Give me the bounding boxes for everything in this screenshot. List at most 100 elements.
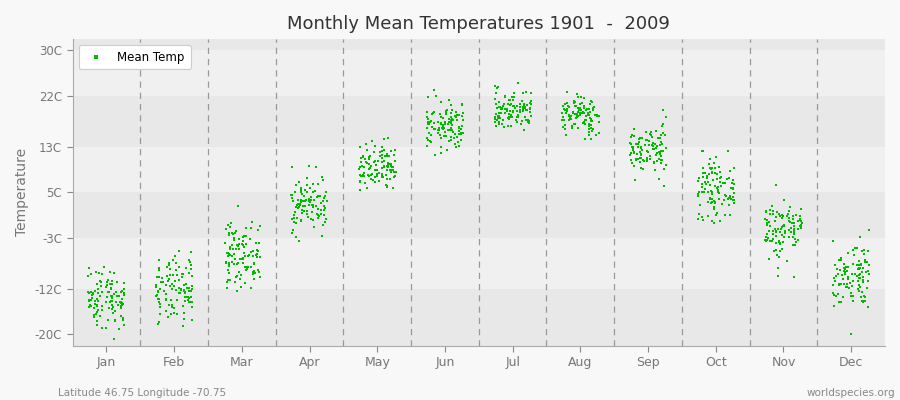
Mean Temp — [654, 141, 669, 147]
Mean Temp — [591, 130, 606, 136]
Mean Temp — [633, 135, 647, 142]
Mean Temp — [249, 251, 264, 257]
Mean Temp — [89, 308, 104, 315]
Mean Temp — [500, 108, 515, 114]
Mean Temp — [584, 118, 598, 125]
Mean Temp — [771, 254, 786, 260]
Mean Temp — [177, 282, 192, 288]
Mean Temp — [420, 143, 435, 150]
Mean Temp — [779, 258, 794, 264]
Mean Temp — [501, 97, 516, 104]
Mean Temp — [388, 173, 402, 180]
Mean Temp — [356, 172, 370, 179]
Mean Temp — [284, 164, 299, 171]
Mean Temp — [235, 256, 249, 262]
Mean Temp — [314, 206, 328, 213]
Mean Temp — [114, 305, 129, 311]
Mean Temp — [564, 125, 579, 132]
Mean Temp — [561, 103, 575, 110]
Mean Temp — [583, 100, 598, 107]
Mean Temp — [787, 223, 801, 229]
Mean Temp — [93, 312, 107, 319]
Mean Temp — [364, 176, 378, 182]
Mean Temp — [832, 267, 847, 274]
Mean Temp — [702, 171, 716, 177]
Mean Temp — [626, 146, 640, 152]
Mean Temp — [159, 296, 174, 302]
Mean Temp — [846, 292, 860, 299]
Mean Temp — [221, 262, 236, 268]
Mean Temp — [446, 117, 460, 124]
Mean Temp — [582, 125, 597, 132]
Mean Temp — [696, 184, 710, 190]
Mean Temp — [712, 196, 726, 202]
Mean Temp — [176, 288, 191, 294]
Mean Temp — [309, 202, 323, 209]
Mean Temp — [570, 114, 584, 120]
Mean Temp — [713, 179, 727, 186]
Mean Temp — [93, 293, 107, 299]
Mean Temp — [518, 113, 532, 120]
Mean Temp — [488, 95, 502, 102]
Mean Temp — [794, 224, 808, 230]
Mean Temp — [374, 144, 389, 150]
Mean Temp — [356, 153, 370, 160]
Mean Temp — [436, 115, 450, 122]
Mean Temp — [384, 164, 399, 170]
Mean Temp — [177, 287, 192, 293]
Mean Temp — [506, 103, 520, 110]
Mean Temp — [434, 120, 448, 126]
Mean Temp — [306, 217, 320, 224]
Mean Temp — [177, 298, 192, 304]
Mean Temp — [230, 246, 244, 252]
Mean Temp — [491, 84, 505, 90]
Mean Temp — [521, 119, 535, 126]
Mean Temp — [846, 247, 860, 254]
Mean Temp — [513, 107, 527, 114]
Mean Temp — [434, 120, 448, 127]
Mean Temp — [169, 260, 184, 267]
Mean Temp — [185, 304, 200, 310]
Mean Temp — [355, 163, 369, 169]
Mean Temp — [151, 288, 166, 294]
Mean Temp — [89, 311, 104, 317]
Mean Temp — [490, 105, 504, 112]
Mean Temp — [82, 298, 96, 304]
Mean Temp — [253, 254, 267, 260]
Mean Temp — [653, 153, 668, 159]
Mean Temp — [380, 153, 394, 159]
Mean Temp — [783, 219, 797, 226]
Mean Temp — [704, 200, 718, 206]
Mean Temp — [578, 120, 592, 127]
Mean Temp — [705, 188, 719, 194]
Mean Temp — [707, 183, 722, 190]
Mean Temp — [310, 212, 325, 218]
Mean Temp — [448, 113, 463, 119]
Mean Temp — [236, 256, 250, 262]
Mean Temp — [768, 226, 782, 232]
Mean Temp — [182, 299, 196, 305]
Mean Temp — [825, 290, 840, 296]
Mean Temp — [315, 174, 329, 180]
Mean Temp — [834, 257, 849, 264]
Mean Temp — [372, 170, 386, 176]
Mean Temp — [377, 147, 392, 153]
Mean Temp — [374, 149, 388, 155]
Mean Temp — [860, 285, 874, 291]
Mean Temp — [575, 109, 590, 116]
Mean Temp — [851, 266, 866, 272]
Mean Temp — [112, 292, 126, 299]
Mean Temp — [499, 92, 513, 99]
Mean Temp — [107, 317, 122, 324]
Mean Temp — [357, 180, 372, 187]
Mean Temp — [452, 143, 466, 150]
Title: Monthly Mean Temperatures 1901  -  2009: Monthly Mean Temperatures 1901 - 2009 — [287, 15, 670, 33]
Mean Temp — [718, 192, 733, 198]
Mean Temp — [104, 281, 118, 288]
Mean Temp — [227, 261, 241, 267]
Mean Temp — [439, 106, 454, 113]
Mean Temp — [452, 112, 466, 118]
Mean Temp — [558, 132, 572, 139]
Mean Temp — [238, 264, 252, 270]
Mean Temp — [150, 292, 165, 298]
